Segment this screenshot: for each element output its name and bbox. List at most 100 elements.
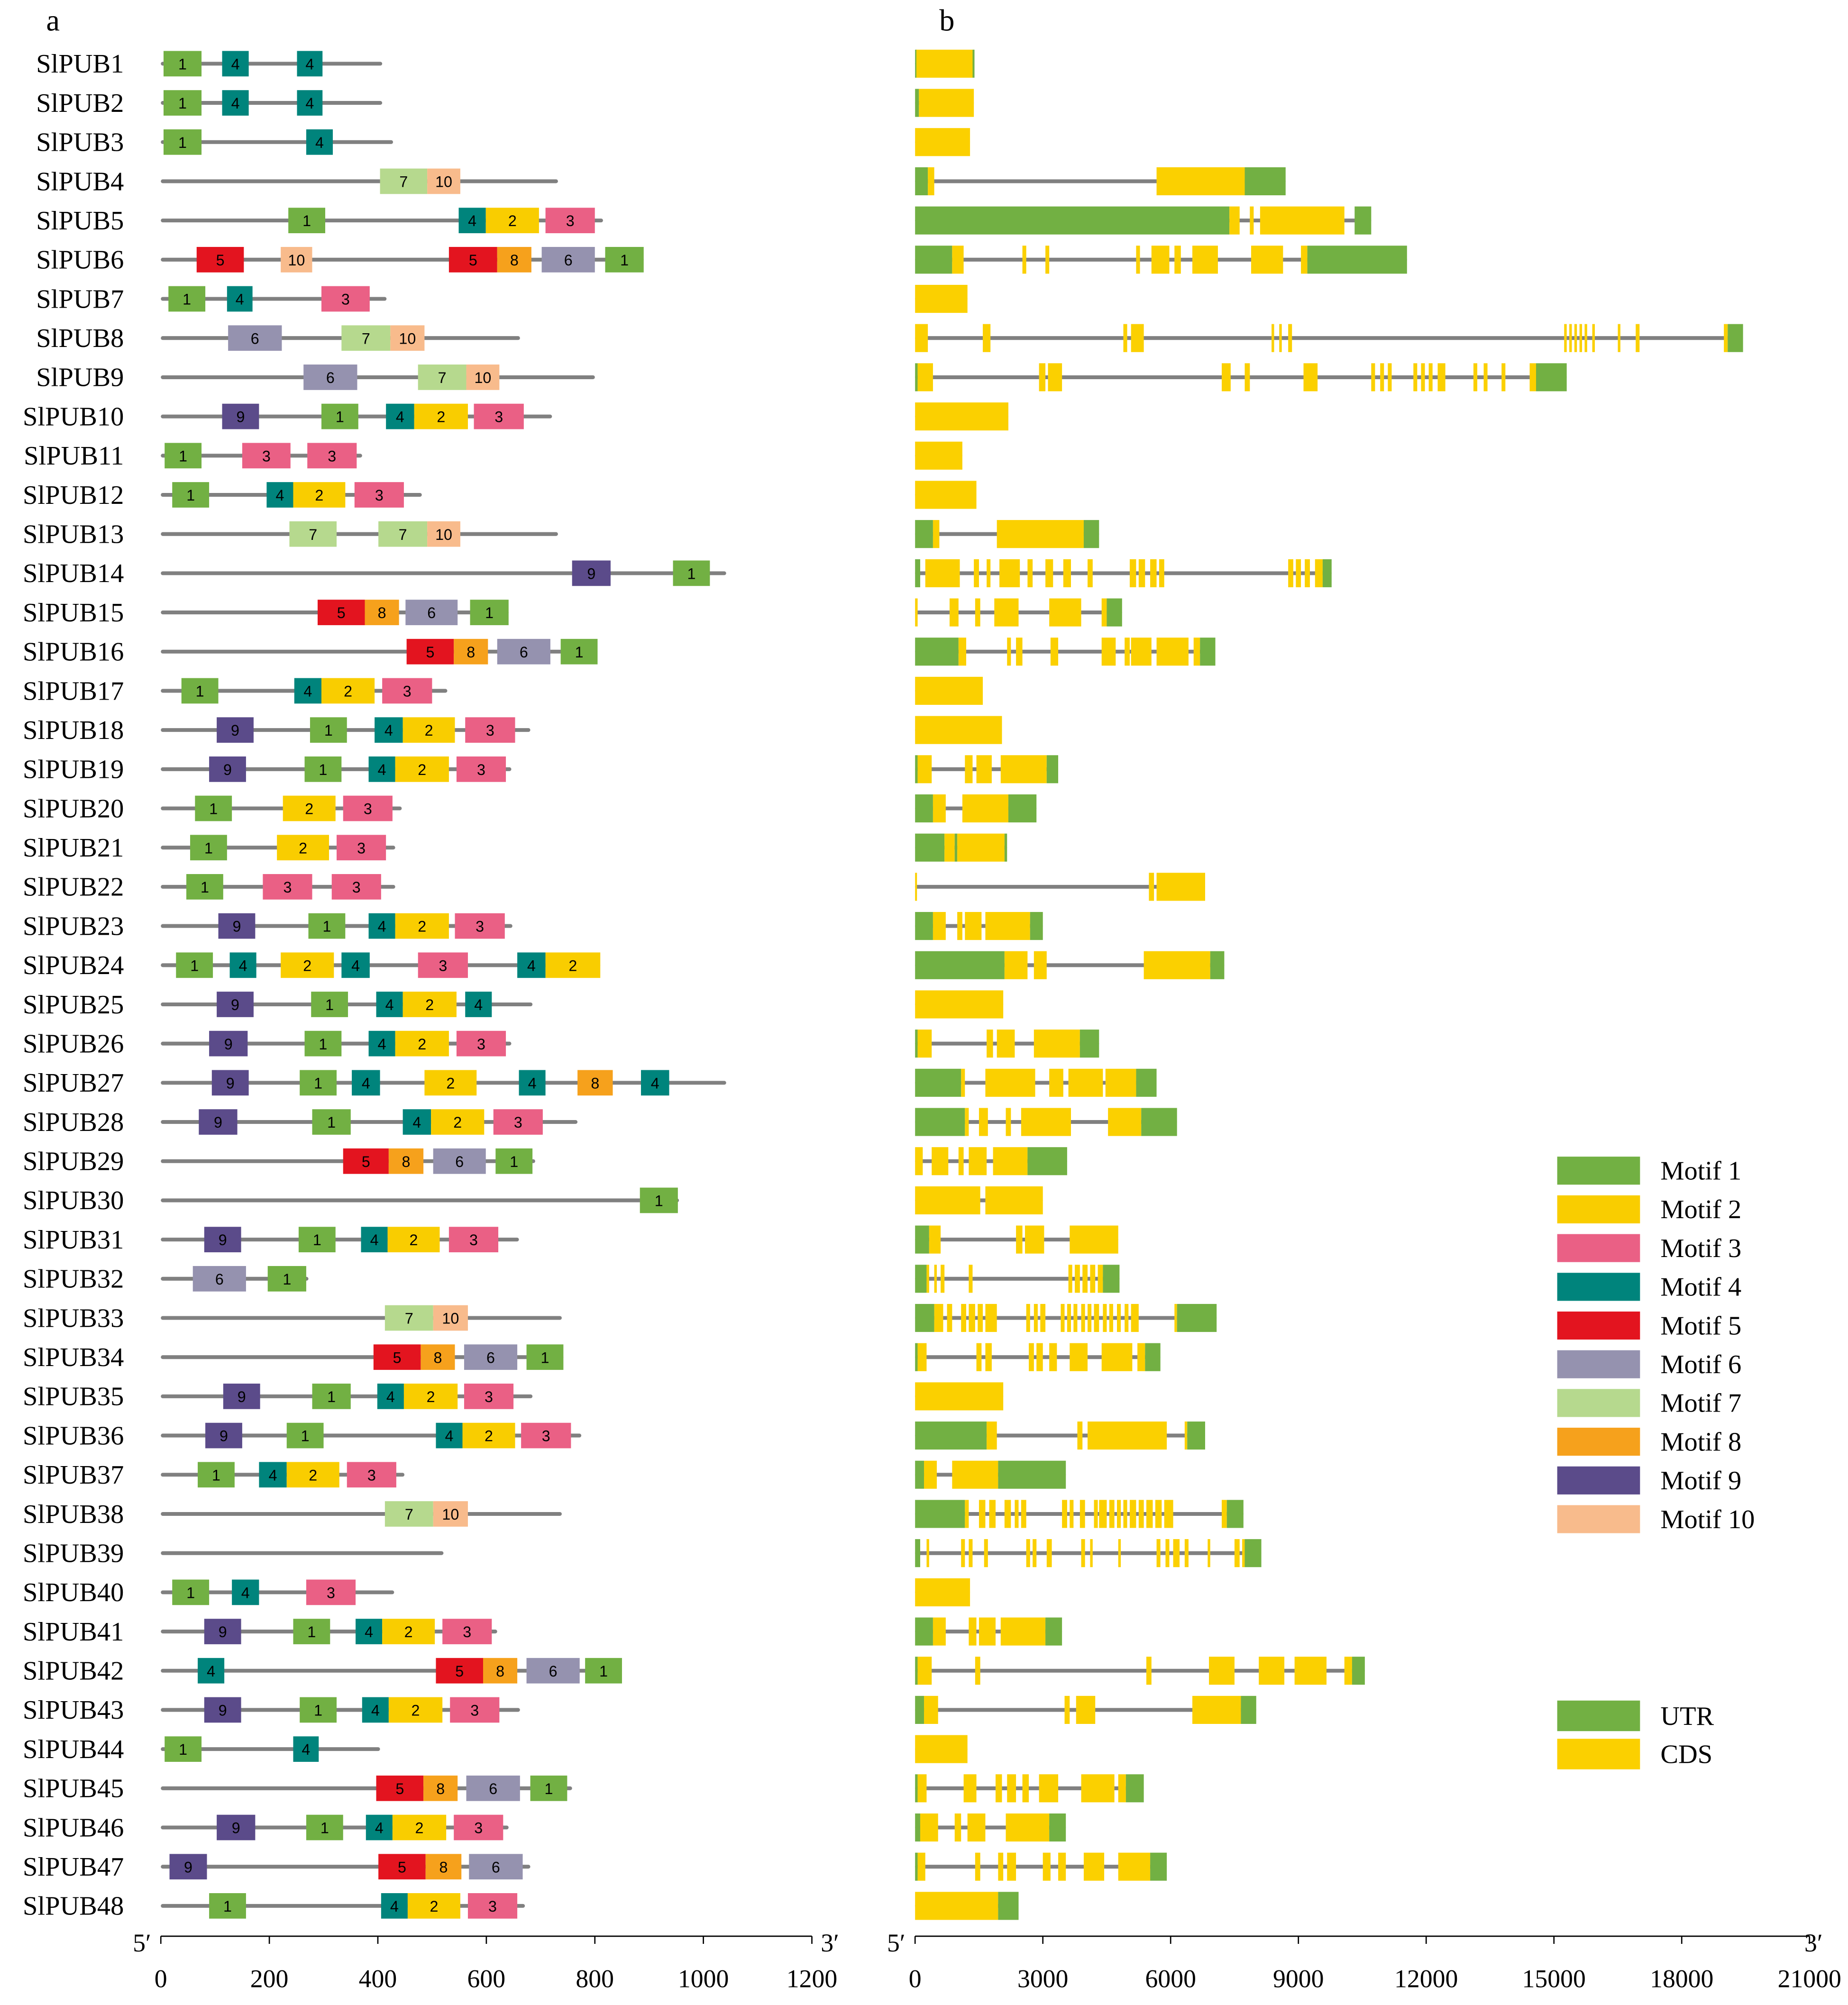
motif-4-box [222, 90, 249, 116]
gene-name: SlPUB24 [23, 951, 124, 980]
cds-block [1138, 559, 1145, 587]
gene-row: SlPUB39 [23, 1539, 444, 1568]
cds-block [976, 755, 992, 784]
cds-block [1083, 1852, 1105, 1881]
motif-4-box [229, 952, 256, 978]
motif-number: 4 [241, 1584, 250, 1601]
motif-2-box [395, 756, 449, 782]
motif-3-box [465, 717, 515, 743]
legend-swatch-motif-2 [1557, 1195, 1640, 1223]
gene-structure-row [915, 520, 1099, 548]
intron-line [915, 336, 1743, 340]
motif-3-box [493, 1109, 543, 1135]
motif-number: 4 [386, 1388, 395, 1405]
motif-number: 4 [378, 918, 386, 935]
motif-4-box [341, 952, 370, 978]
gene-row: SlPUB8 6 7 10 [36, 324, 520, 353]
motif-5-box [376, 1775, 424, 1801]
cds-block [1090, 1539, 1093, 1568]
motif-9-box [217, 1814, 256, 1841]
motif-4-box [222, 51, 249, 77]
gene-row: SlPUB11 1 3 3 [24, 441, 362, 471]
motif-1-box [300, 1070, 337, 1096]
motif-number: 6 [251, 330, 259, 347]
gene-structure-row [915, 794, 1037, 823]
motif-9-box [199, 1109, 238, 1135]
cds-block [1260, 206, 1345, 235]
motif-number: 1 [283, 1271, 291, 1288]
intron-line [915, 375, 1567, 379]
motif-number: 1 [212, 1467, 220, 1484]
motif-number: 10 [399, 330, 416, 347]
gene-structure-row [915, 1774, 1144, 1803]
cds-block [1036, 1343, 1043, 1371]
cds-block [1076, 1695, 1096, 1724]
cds-block [1174, 246, 1181, 274]
cds-block [961, 1068, 965, 1097]
motif-number: 1 [209, 801, 218, 818]
motif-9-box [223, 1384, 260, 1409]
cds-block [1063, 559, 1071, 587]
utr-block [915, 1422, 987, 1450]
protein-line [161, 1747, 380, 1751]
motif-number: 1 [336, 409, 344, 426]
motif-4-box [366, 1814, 393, 1841]
cds-block [1117, 1500, 1121, 1528]
motif-number: 8 [439, 1859, 448, 1876]
cds-block [1569, 324, 1572, 352]
motif-3-box [307, 443, 357, 469]
motif-number: 1 [179, 1741, 187, 1758]
motif-1-box [165, 1736, 202, 1762]
utr-block [1107, 598, 1122, 627]
cds-block [1421, 363, 1425, 392]
cds-block [1413, 363, 1418, 392]
motif-4-box [227, 286, 253, 312]
cds-block [1081, 1539, 1085, 1568]
cds-block [1064, 1695, 1070, 1724]
motif-5-box [448, 246, 497, 273]
motif-2-box [277, 835, 329, 861]
cds-block [958, 1147, 964, 1176]
gene-name: SlPUB48 [23, 1892, 124, 1921]
motif-9-box [209, 756, 246, 782]
utr-block [1080, 1030, 1099, 1058]
gene-row: SlPUB15 5 8 6 1 [23, 598, 509, 628]
gene-structure-row [915, 638, 1216, 666]
gene-structure-row [915, 833, 1007, 862]
gene-structure-row [915, 1695, 1256, 1724]
cds-block [1174, 1303, 1177, 1332]
cds-block [1388, 363, 1392, 392]
gene-structure-row [915, 1068, 1157, 1097]
motif-3-box [521, 1422, 571, 1449]
cds-block [925, 559, 960, 587]
protein-line [161, 571, 726, 575]
motif-4-box [465, 992, 492, 1017]
protein-line [161, 1316, 562, 1320]
motif-2-box [293, 482, 346, 508]
motif-3-box [331, 874, 381, 900]
motif-5-box [406, 638, 454, 665]
motif-number: 10 [288, 252, 305, 269]
gene-row: SlPUB30 1 [23, 1186, 679, 1215]
legend-swatch-utr [1557, 1700, 1640, 1732]
gene-name: SlPUB8 [36, 324, 124, 353]
motif-number: 9 [219, 1623, 227, 1640]
gene-structure-row [915, 1460, 1066, 1489]
cds-block [915, 1892, 998, 1920]
utr-block [915, 206, 1230, 235]
cds-block [1208, 1539, 1210, 1568]
cds-block [1724, 324, 1728, 352]
motif-number: 5 [216, 252, 225, 269]
gene-name: SlPUB5 [36, 206, 124, 236]
utr-block [915, 1500, 965, 1528]
axis-a-tick-label: 0 [155, 1964, 167, 1993]
motif-5-box [196, 246, 244, 273]
motif-number: 8 [436, 1780, 445, 1797]
utr-block [954, 833, 958, 862]
cds-block [1040, 1303, 1046, 1332]
motif-1-box [304, 756, 342, 782]
cds-block [920, 1813, 938, 1842]
cds-block [969, 1539, 973, 1568]
motif-number: 10 [442, 1310, 459, 1327]
motif-number: 1 [655, 1193, 663, 1210]
